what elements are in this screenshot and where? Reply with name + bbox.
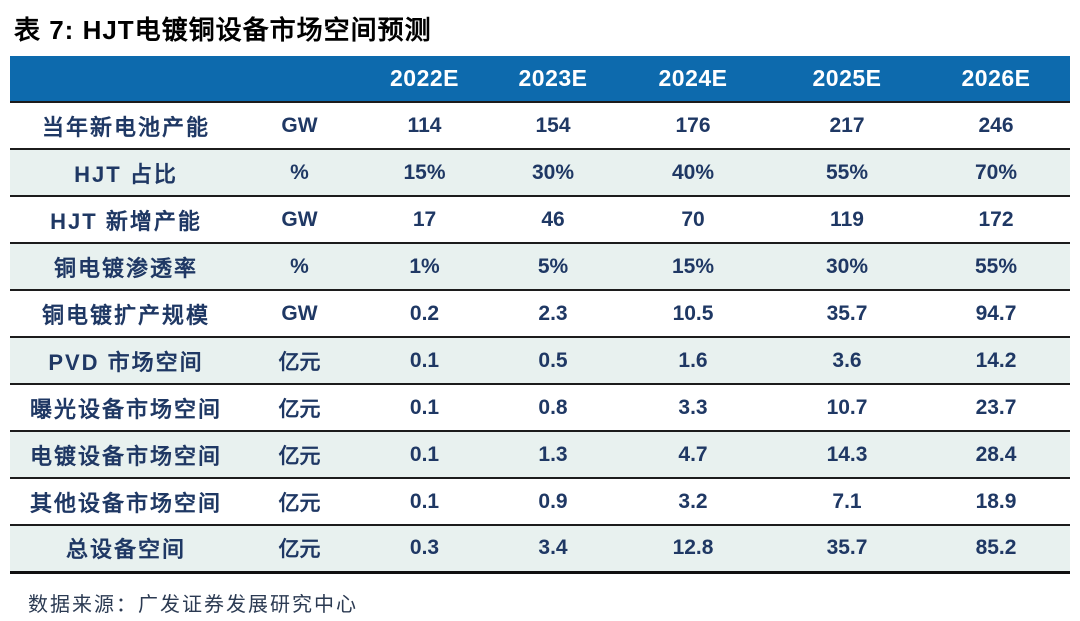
row-value: 3.2 — [614, 478, 772, 526]
row-value: 0.1 — [357, 337, 492, 385]
row-value: 18.9 — [922, 478, 1070, 526]
row-value: 176 — [614, 102, 772, 150]
row-unit: 亿元 — [242, 337, 357, 385]
column-header-2025e: 2025E — [772, 56, 922, 103]
row-label: 其他设备市场空间 — [10, 478, 242, 526]
table-row: 总设备空间 亿元 0.3 3.4 12.8 35.7 85.2 — [10, 525, 1070, 574]
row-unit: 亿元 — [242, 525, 357, 574]
table-header-row: 2022E 2023E 2024E 2025E 2026E — [10, 56, 1070, 103]
column-header-2022e: 2022E — [357, 56, 492, 103]
table-row: PVD 市场空间 亿元 0.1 0.5 1.6 3.6 14.2 — [10, 337, 1070, 385]
row-value: 85.2 — [922, 525, 1070, 574]
row-unit: GW — [242, 196, 357, 244]
row-value: 114 — [357, 102, 492, 150]
row-value: 1.6 — [614, 337, 772, 385]
table-row: 其他设备市场空间 亿元 0.1 0.9 3.2 7.1 18.9 — [10, 478, 1070, 526]
row-label: 曝光设备市场空间 — [10, 384, 242, 432]
column-header-2023e: 2023E — [492, 56, 614, 103]
column-header-2026e: 2026E — [922, 56, 1070, 103]
row-value: 14.3 — [772, 431, 922, 479]
row-value: 7.1 — [772, 478, 922, 526]
row-value: 3.3 — [614, 384, 772, 432]
row-value: 0.9 — [492, 478, 614, 526]
row-label: HJT 新增产能 — [10, 196, 242, 244]
table-body: 当年新电池产能 GW 114 154 176 217 246 HJT 占比% 15% 30% 40%… — [10, 102, 1070, 574]
row-value: 55% — [922, 243, 1070, 291]
row-value: 1% — [357, 243, 492, 291]
table-row: 电镀设备市场空间 亿元 0.1 1.3 4.7 14.3 28.4 — [10, 431, 1070, 479]
table-row: 铜电镀扩产规模 GW 0.2 2.3 10.5 35.7 94.7 — [10, 290, 1070, 338]
row-value: 3.6 — [772, 337, 922, 385]
row-label: 铜电镀渗透率 — [10, 243, 242, 291]
row-value: 94.7 — [922, 290, 1070, 338]
row-value: 0.5 — [492, 337, 614, 385]
row-unit: 亿元 — [242, 384, 357, 432]
row-label: 铜电镀扩产规模 — [10, 290, 242, 338]
forecast-table: 2022E 2023E 2024E 2025E 2026E 当年新电池产能 GW 1… — [10, 56, 1070, 574]
row-value: 12.8 — [614, 525, 772, 574]
row-label: PVD 市场空间 — [10, 337, 242, 385]
row-value: 3.4 — [492, 525, 614, 574]
column-header-label — [10, 56, 242, 103]
row-value: 14.2 — [922, 337, 1070, 385]
row-unit: % — [242, 149, 357, 197]
row-value: 2.3 — [492, 290, 614, 338]
table-row: 曝光设备市场空间 亿元 0.1 0.8 3.3 10.7 23.7 — [10, 384, 1070, 432]
row-label: HJT 占比 — [10, 149, 242, 197]
row-value: 46 — [492, 196, 614, 244]
row-value: 55% — [772, 149, 922, 197]
row-unit: 亿元 — [242, 431, 357, 479]
row-value: 70% — [922, 149, 1070, 197]
column-header-unit — [242, 56, 357, 103]
row-value: 4.7 — [614, 431, 772, 479]
row-value: 0.3 — [357, 525, 492, 574]
row-value: 70 — [614, 196, 772, 244]
row-unit: GW — [242, 290, 357, 338]
row-value: 0.2 — [357, 290, 492, 338]
data-source-note: 数据来源：广发证券发展研究中心 — [28, 593, 358, 616]
row-value: 0.1 — [357, 478, 492, 526]
table-row: 当年新电池产能 GW 114 154 176 217 246 — [10, 102, 1070, 150]
row-value: 0.8 — [492, 384, 614, 432]
row-value: 1.3 — [492, 431, 614, 479]
table-row: HJT 新增产能 GW 17 46 70 119 172 — [10, 196, 1070, 244]
row-value: 119 — [772, 196, 922, 244]
row-value: 154 — [492, 102, 614, 150]
row-value: 28.4 — [922, 431, 1070, 479]
row-unit: 亿元 — [242, 478, 357, 526]
row-label: 当年新电池产能 — [10, 102, 242, 150]
row-value: 30% — [772, 243, 922, 291]
row-unit: % — [242, 243, 357, 291]
row-value: 23.7 — [922, 384, 1070, 432]
row-value: 17 — [357, 196, 492, 244]
table-title: 表 7: HJT电镀铜设备市场空间预测 — [14, 15, 432, 45]
row-value: 5% — [492, 243, 614, 291]
row-value: 15% — [357, 149, 492, 197]
row-value: 35.7 — [772, 290, 922, 338]
row-label: 总设备空间 — [10, 525, 242, 574]
row-value: 0.1 — [357, 431, 492, 479]
table-row: 铜电镀渗透率% 1% 5% 15% 30% 55% — [10, 243, 1070, 291]
row-unit: GW — [242, 102, 357, 150]
row-value: 30% — [492, 149, 614, 197]
row-value: 217 — [772, 102, 922, 150]
table-row: HJT 占比% 15% 30% 40% 55% 70% — [10, 149, 1070, 197]
column-header-2024e: 2024E — [614, 56, 772, 103]
row-value: 35.7 — [772, 525, 922, 574]
row-value: 246 — [922, 102, 1070, 150]
row-value: 0.1 — [357, 384, 492, 432]
row-value: 15% — [614, 243, 772, 291]
row-value: 10.7 — [772, 384, 922, 432]
row-value: 172 — [922, 196, 1070, 244]
row-value: 40% — [614, 149, 772, 197]
row-value: 10.5 — [614, 290, 772, 338]
row-label: 电镀设备市场空间 — [10, 431, 242, 479]
